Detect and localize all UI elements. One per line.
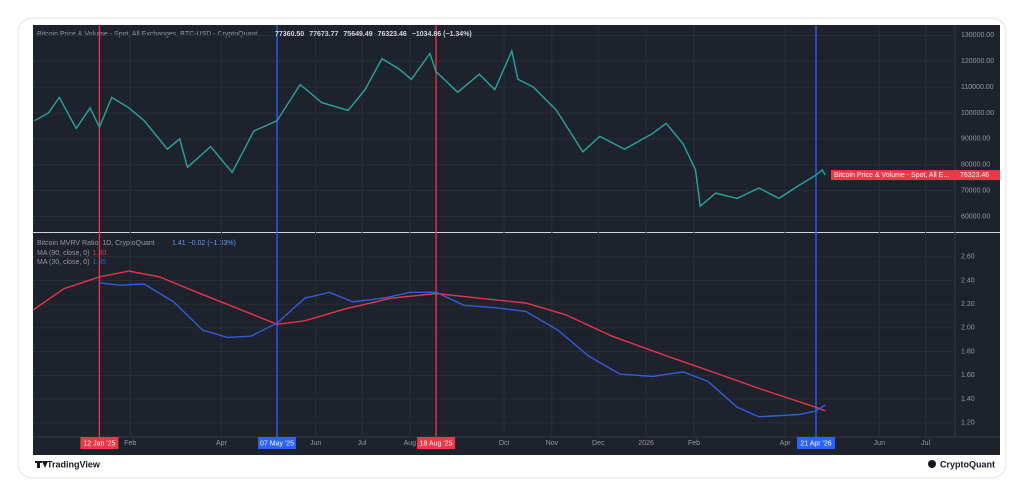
marker-label: 18 Aug '25 <box>420 440 453 447</box>
y-tick-label: 70000.00 <box>961 187 990 194</box>
mvrv-value: 1.41 −0.02 (−1.33%) <box>172 240 236 247</box>
x-tick-label: Oct <box>499 440 510 447</box>
y-tick-label: 120000.00 <box>961 58 994 65</box>
y-tick-label: 2.40 <box>961 277 975 284</box>
legend-value: 1.30 <box>93 250 107 257</box>
marker-box <box>80 437 119 449</box>
x-tick-label: Dec <box>592 440 605 447</box>
y-tick-label: 60000.00 <box>961 213 990 220</box>
ohlc-label: 77673.77 <box>309 31 338 38</box>
series-line <box>99 282 826 418</box>
legend-name: MA (90, close, 0) <box>37 250 90 257</box>
price-title: Bitcoin Price & Volume - Spot, All Excha… <box>37 31 257 38</box>
ohlc-label: 75649.49 <box>343 31 372 38</box>
y-tick-label: 2.60 <box>961 254 975 261</box>
x-tick-label: Feb <box>688 440 700 447</box>
series-line <box>32 270 826 412</box>
marker-label: 12 Jan '25 <box>83 440 115 447</box>
marker-box <box>258 437 297 449</box>
tradingview-logo: TradingView <box>47 459 101 469</box>
y-tick-label: 1.20 <box>961 420 975 427</box>
y-tick-label: 2.20 <box>961 301 975 308</box>
x-tick-label: Aug <box>404 440 417 447</box>
ohlc-label: 77360.50 <box>275 31 304 38</box>
x-tick-label: Jul <box>921 440 930 447</box>
last-price-box <box>831 170 1000 181</box>
y-tick-label: 130000.00 <box>961 32 994 39</box>
x-tick-label: Feb <box>124 440 136 447</box>
series-line <box>34 48 826 208</box>
marker-box <box>417 437 456 449</box>
marker-box <box>797 437 836 449</box>
cq-icon <box>928 460 936 468</box>
y-tick-label: 100000.00 <box>961 110 994 117</box>
x-tick-label: Apr <box>216 440 228 447</box>
y-tick-label: 80000.00 <box>961 162 990 169</box>
y-tick-label: 1.60 <box>961 372 975 379</box>
y-tick-label: 1.40 <box>961 396 975 403</box>
x-tick-label: Nov <box>546 440 559 447</box>
marker-label: 07 May '25 <box>260 440 294 447</box>
x-tick-label: Jun <box>310 440 321 447</box>
ohlc-label: 76323.46 <box>378 31 407 38</box>
last-label: Bitcoin Price & Volume - Spot, All E... <box>834 172 949 179</box>
chart-panel <box>33 25 1000 455</box>
legend-value: 1.35 <box>93 259 107 266</box>
y-tick-label: 1.80 <box>961 348 975 355</box>
x-tick-label: Jul <box>357 440 366 447</box>
marker-label: 21 Apr '26 <box>800 440 831 447</box>
legend-name: MA (30, close, 0) <box>37 259 90 266</box>
x-tick-label: 2026 <box>638 440 654 447</box>
last-price-label: 76323.46 <box>960 172 989 179</box>
ohlc-label: −1034.86 (−1.34%) <box>412 31 472 38</box>
mvrv-title: Bitcoin MVRV Ratio, 1D, CryptoQuant <box>37 240 155 247</box>
y-tick-label: 110000.00 <box>961 84 994 91</box>
y-tick-label: 2.00 <box>961 325 975 332</box>
x-tick-label: Jun <box>874 440 885 447</box>
tv-icon <box>35 461 48 468</box>
cryptoquant-logo: CryptoQuant <box>940 459 995 469</box>
y-tick-label: 90000.00 <box>961 136 990 143</box>
x-tick-label: Apr <box>780 440 792 447</box>
